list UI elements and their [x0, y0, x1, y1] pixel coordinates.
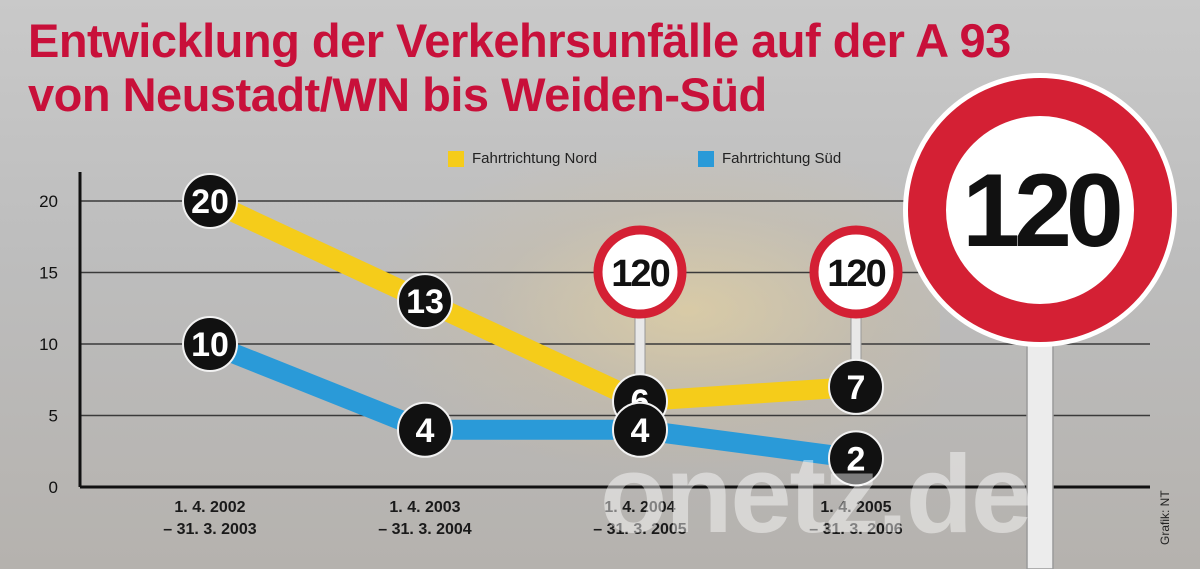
data-marker: [828, 358, 884, 415]
data-marker: [397, 273, 453, 330]
data-marker: [397, 401, 453, 458]
data-marker: [182, 316, 238, 372]
data-label: 13: [406, 283, 444, 321]
watermark: onetz.de: [600, 433, 1032, 556]
data-label: 4: [416, 412, 435, 450]
big-sign-post: [1026, 329, 1054, 569]
speed-sign-label: 120: [827, 253, 885, 295]
big-speed-sign-label: 120: [962, 153, 1120, 269]
data-label: 2: [847, 440, 866, 478]
chart-title: Entwicklung der Verkehrsunfälle auf der …: [28, 14, 1011, 122]
x-tick-label: – 31. 3. 2005: [593, 521, 687, 538]
series-line-nord: [200, 191, 866, 412]
data-label: 4: [631, 412, 650, 450]
x-tick-label: – 31. 3. 2004: [378, 521, 472, 538]
data-label: 20: [191, 183, 229, 221]
x-tick-label: 1. 4. 2004: [604, 499, 675, 516]
y-tick-label: 5: [49, 407, 58, 426]
x-tick-label: 1. 4. 2003: [389, 499, 460, 516]
x-tick-label: 1. 4. 2002: [174, 499, 245, 516]
x-tick-label: 1. 4. 2005: [820, 499, 891, 516]
legend-item-nord: Fahrtrichtung Nord: [448, 150, 597, 167]
speed-sign-icon: [593, 225, 687, 319]
speed-sign-icon: [809, 225, 903, 319]
title-line-2: von Neustadt/WN bis Weiden-Süd: [28, 68, 767, 121]
data-marker: [612, 401, 668, 458]
graphic-credit: Grafik: NT: [1158, 490, 1172, 545]
legend-swatch-nord: [448, 150, 464, 167]
data-label: 7: [847, 369, 866, 407]
data-marker: [828, 430, 884, 487]
x-tick-label: – 31. 3. 2003: [163, 521, 257, 538]
y-tick-label: 15: [39, 264, 58, 283]
y-tick-label: 20: [39, 192, 58, 211]
legend-label-nord: Fahrtrichtung Nord: [472, 150, 598, 167]
speed-sign-label: 120: [611, 253, 669, 295]
series-line-sued: [200, 334, 866, 469]
big-speed-sign-ring: [908, 78, 1172, 342]
y-tick-label: 0: [49, 478, 58, 497]
data-marker: [182, 173, 238, 229]
data-label: 10: [191, 326, 229, 364]
y-tick-label: 10: [39, 335, 58, 354]
legend-swatch-sued: [698, 150, 714, 167]
legend-label-sued: Fahrtrichtung Süd: [722, 150, 842, 167]
x-tick-label: – 31. 3. 2006: [809, 521, 903, 538]
title-line-1: Entwicklung der Verkehrsunfälle auf der …: [28, 14, 1011, 67]
legend-item-sued: Fahrtrichtung Süd: [698, 150, 841, 167]
